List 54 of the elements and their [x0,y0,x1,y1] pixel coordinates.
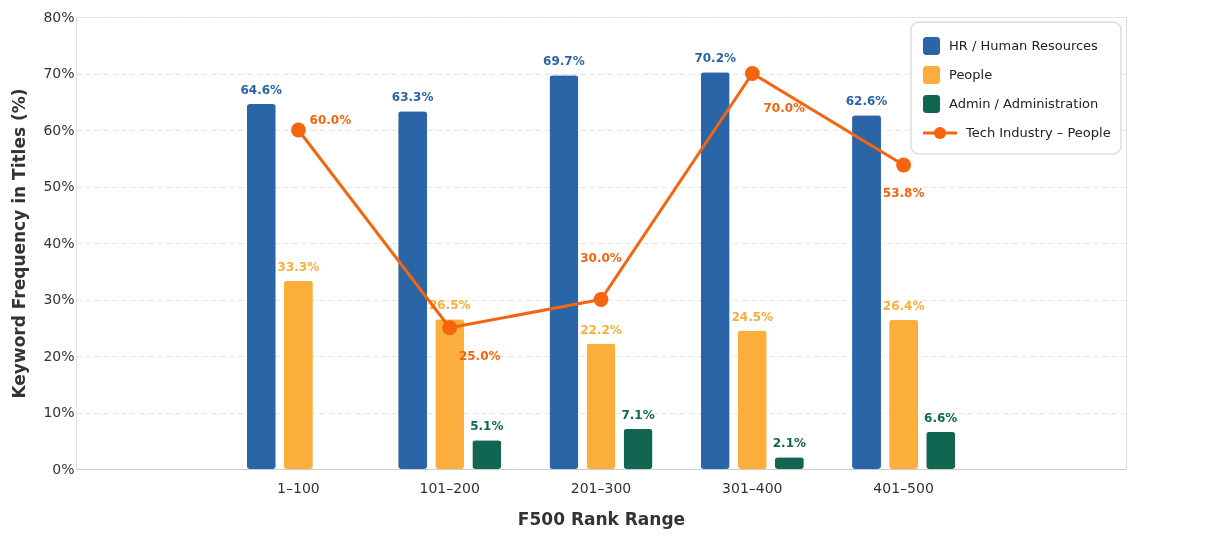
bar [926,431,956,469]
data-label: 22.2% [580,322,622,337]
y-tick-label: 30% [43,291,75,307]
x-axis-title: F500 Rank Range [517,508,686,529]
bar [398,111,428,469]
y-tick-label: 20% [43,347,75,364]
data-label: 30.0% [580,250,622,265]
data-label: 24.5% [731,309,774,324]
data-label: 53.8% [882,186,925,201]
bar [283,280,313,469]
bar [737,330,767,469]
data-label: 69.7% [543,54,585,69]
bar [549,75,579,469]
data-label: 62.6% [845,94,888,109]
x-tick-label: 401–500 [873,479,934,496]
data-label: 63.3% [391,90,434,105]
legend-label: Admin / Administration [949,96,1099,111]
point [744,66,760,81]
bar [472,440,502,469]
bar [623,428,653,469]
point [593,292,609,307]
data-label: 33.3% [277,259,320,274]
bar [586,343,616,469]
bar [246,104,276,469]
legend-label: HR / Human Resources [949,38,1099,53]
y-tick-label: 40% [43,234,75,251]
data-label: 7.1% [621,407,655,422]
x-tick-label: 1–100 [277,479,320,496]
y-tick-label: 60% [43,121,75,138]
point [290,122,306,138]
point [896,157,912,173]
x-tick-label: 301–400 [722,479,783,496]
y-axis-title: Keyword Frequency in Titles (%) [9,88,30,399]
y-tick-label: 80% [43,8,75,25]
data-label: 70.0% [763,100,806,115]
y-tick-label: 0% [52,460,75,477]
data-label: 2.1% [772,436,807,451]
y-tick-label: 50% [43,178,75,194]
legend-label: People [949,67,993,82]
point [442,320,458,336]
data-label: 6.6% [924,410,958,425]
data-label: 60.0% [309,113,352,127]
data-label: 64.6% [240,83,283,98]
y-tick-label: 10% [43,404,75,420]
data-label: 26.4% [882,298,925,313]
bar [852,115,881,469]
y-tick-label: 70% [43,65,75,81]
x-tick-label: 101–200 [419,479,480,496]
bar [700,72,730,469]
data-label: 5.1% [470,419,504,434]
legend-label: Tech Industry – People [965,125,1111,140]
bar [889,319,919,469]
x-tick-label: 201–300 [570,479,632,496]
data-label: 70.2% [694,51,737,66]
